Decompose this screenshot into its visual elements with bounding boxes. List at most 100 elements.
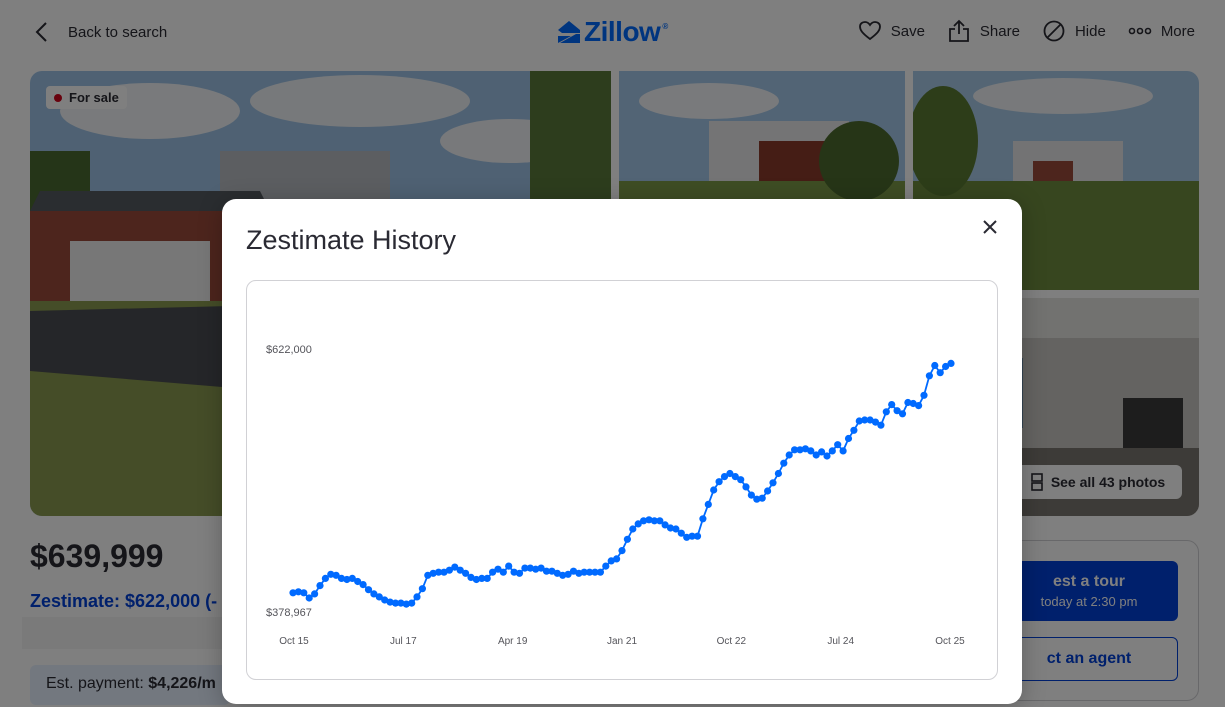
data-point[interactable] [764,487,772,495]
data-point[interactable] [564,570,572,578]
data-point[interactable] [424,571,432,579]
data-point[interactable] [305,594,313,602]
data-point[interactable] [586,568,594,576]
data-point[interactable] [650,517,658,525]
data-point[interactable] [915,402,923,410]
data-point[interactable] [942,362,950,371]
data-point[interactable] [634,520,642,528]
data-point[interactable] [742,483,750,491]
data-point[interactable] [510,568,518,576]
data-point[interactable] [909,399,917,408]
data-point[interactable] [704,500,712,508]
data-point[interactable] [311,590,319,598]
data-point[interactable] [828,447,836,455]
data-point[interactable] [791,446,799,454]
data-point[interactable] [391,599,400,607]
data-point[interactable] [418,585,426,593]
data-point[interactable] [505,562,513,570]
data-point[interactable] [494,565,502,573]
data-point[interactable] [661,521,669,529]
data-point[interactable] [818,448,826,456]
data-point[interactable] [332,571,340,579]
data-point[interactable] [289,589,297,597]
data-point[interactable] [348,574,356,582]
data-point[interactable] [542,567,551,575]
data-point[interactable] [375,593,383,601]
data-point[interactable] [656,517,664,525]
data-point[interactable] [499,568,507,576]
data-point[interactable] [823,452,831,460]
data-point[interactable] [515,569,524,577]
data-point[interactable] [435,568,443,576]
data-point[interactable] [947,359,955,367]
data-point[interactable] [623,535,631,543]
data-point[interactable] [294,588,302,596]
data-point[interactable] [532,565,540,573]
data-point[interactable] [467,573,475,581]
data-point[interactable] [559,571,567,579]
data-point[interactable] [483,574,491,582]
data-point[interactable] [602,562,610,570]
data-point[interactable] [413,593,421,601]
data-point[interactable] [888,401,896,409]
data-point[interactable] [364,586,373,594]
data-point[interactable] [489,568,497,576]
data-point[interactable] [591,568,599,576]
data-point[interactable] [677,529,685,537]
data-point[interactable] [683,533,691,541]
data-point[interactable] [321,574,329,582]
data-point[interactable] [699,515,707,523]
data-point[interactable] [871,418,880,426]
data-point[interactable] [408,599,416,607]
data-point[interactable] [607,557,615,565]
data-point[interactable] [720,473,729,481]
data-point[interactable] [666,524,675,532]
data-point[interactable] [548,567,556,575]
data-point[interactable] [596,568,604,576]
data-point[interactable] [925,372,934,380]
data-point[interactable] [537,564,545,572]
data-point[interactable] [343,575,351,584]
data-point[interactable] [300,589,308,597]
data-point[interactable] [445,566,453,574]
data-point[interactable] [807,447,815,455]
data-point[interactable] [839,447,847,455]
data-point[interactable] [850,426,858,434]
data-point[interactable] [866,416,874,424]
data-point[interactable] [672,525,680,533]
data-point[interactable] [693,532,702,540]
data-point[interactable] [726,469,734,478]
data-point[interactable] [645,516,653,524]
data-point[interactable] [812,451,820,459]
data-point[interactable] [861,416,869,424]
data-point[interactable] [785,451,793,459]
data-point[interactable] [456,566,464,574]
data-point[interactable] [747,491,755,499]
data-point[interactable] [893,407,901,415]
data-point[interactable] [472,575,480,584]
data-point[interactable] [898,410,907,418]
data-point[interactable] [521,564,529,572]
data-point[interactable] [774,469,783,478]
data-point[interactable] [316,582,324,590]
data-point[interactable] [526,564,534,572]
data-point[interactable] [569,567,578,575]
data-point[interactable] [478,574,486,582]
data-point[interactable] [451,563,459,571]
data-point[interactable] [855,417,863,425]
data-point[interactable] [440,568,448,576]
data-point[interactable] [337,574,346,582]
data-point[interactable] [801,445,810,453]
data-point[interactable] [834,441,842,449]
data-point[interactable] [397,599,405,607]
data-point[interactable] [715,478,723,486]
data-point[interactable] [731,473,739,481]
data-point[interactable] [710,486,718,494]
data-point[interactable] [386,598,394,606]
data-point[interactable] [920,391,928,399]
data-point[interactable] [381,596,389,604]
data-point[interactable] [877,421,885,429]
data-point[interactable] [354,577,362,586]
data-point[interactable] [370,590,378,598]
data-point[interactable] [753,495,761,503]
